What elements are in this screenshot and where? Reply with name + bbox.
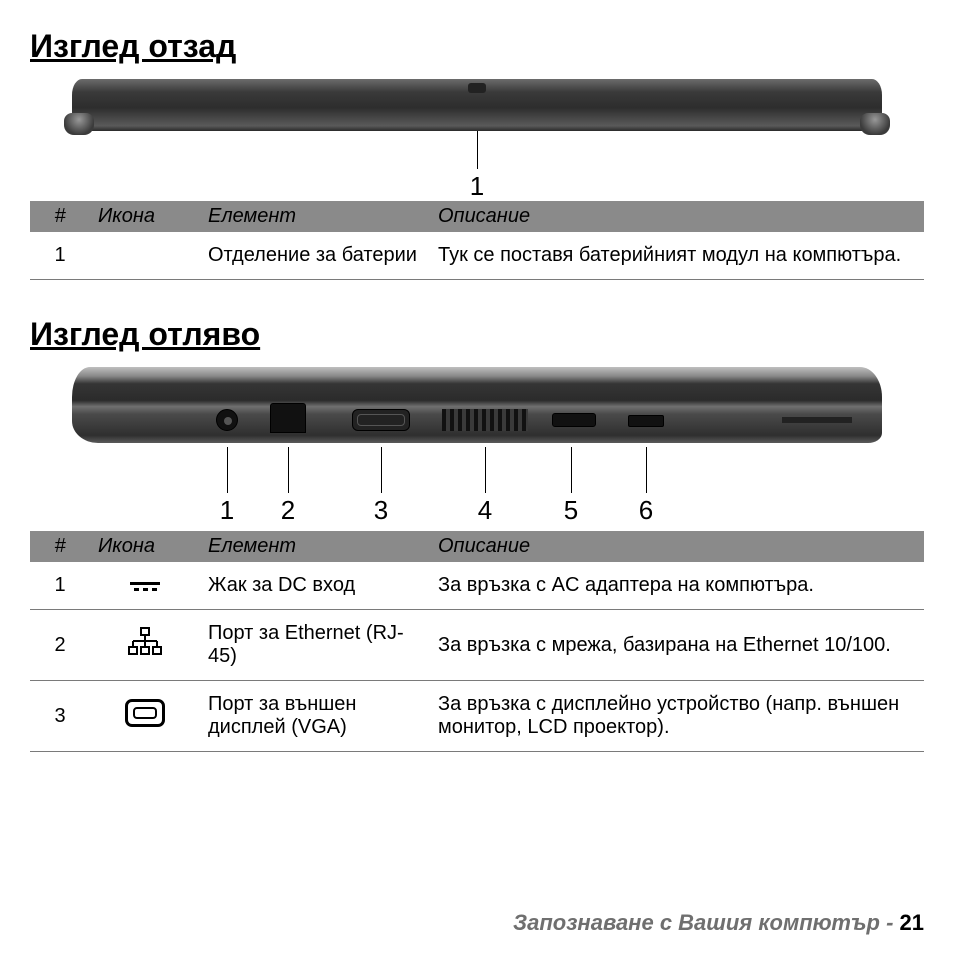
cell-icon (90, 562, 200, 610)
page-footer: Запознаване с Вашия компютър - 21 (513, 910, 924, 936)
rear-device-illustration (72, 79, 882, 131)
left-callout-4: 4 (478, 495, 492, 526)
cell-icon (90, 232, 200, 280)
footer-separator: - (880, 910, 900, 935)
cell-desc: Тук се поставя батерийният модул на комп… (430, 232, 924, 280)
col-header-desc: Описание (430, 201, 924, 232)
left-callout-6: 6 (639, 495, 653, 526)
cell-element: Отделение за батерии (200, 232, 430, 280)
vga-port-icon (352, 409, 410, 431)
dc-input-icon (130, 582, 160, 591)
vent-grille-icon (442, 409, 528, 431)
col-header-element: Елемент (200, 531, 430, 562)
rear-spec-table: # Икона Елемент Описание 1 Отделение за … (30, 201, 924, 280)
vga-monitor-icon (125, 699, 165, 727)
cell-element: Порт за Ethernet (RJ-45) (200, 610, 430, 681)
cell-num: 3 (30, 681, 90, 752)
left-leader-lines: 123456 (72, 447, 882, 517)
table-header-row: # Икона Елемент Описание (30, 201, 924, 232)
left-callout-5: 5 (564, 495, 578, 526)
rear-leader-lines: 1 (72, 131, 882, 171)
cell-element: Порт за външен дисплей (VGA) (200, 681, 430, 752)
cell-element: Жак за DC вход (200, 562, 430, 610)
table-header-row: # Икона Елемент Описание (30, 531, 924, 562)
leader-line (571, 447, 572, 493)
leader-line (485, 447, 486, 493)
table-row: 3 Порт за външен дисплей (VGA) За връзка… (30, 681, 924, 752)
footer-text: Запознаване с Вашия компютър (513, 910, 880, 935)
left-device-illustration (72, 367, 882, 447)
table-row: 2 Порт за Ethernet (RJ-45) За връзка с м… (30, 610, 924, 681)
table-row: 1 Отделение за батерии Тук се поставя ба… (30, 232, 924, 280)
cell-desc: За връзка с дисплейно устройство (напр. … (430, 681, 924, 752)
cell-icon (90, 610, 200, 681)
col-header-element: Елемент (200, 201, 430, 232)
col-header-num: # (30, 531, 90, 562)
col-header-icon: Икона (90, 201, 200, 232)
rear-callout-1: 1 (470, 171, 484, 202)
ethernet-icon (128, 627, 162, 663)
cell-num: 1 (30, 232, 90, 280)
usb-port-icon (628, 415, 664, 427)
rear-view-title: Изглед отзад (30, 28, 924, 65)
left-callout-1: 1 (220, 495, 234, 526)
table-row: 1 Жак за DC вход За връзка с AC адаптера… (30, 562, 924, 610)
hdmi-port-icon (552, 413, 596, 427)
cell-num: 2 (30, 610, 90, 681)
leader-line (646, 447, 647, 493)
page-number: 21 (900, 910, 924, 935)
leader-line (288, 447, 289, 493)
leader-line (227, 447, 228, 493)
left-callout-2: 2 (281, 495, 295, 526)
cell-num: 1 (30, 562, 90, 610)
rj45-port-icon (270, 403, 306, 433)
left-callout-3: 3 (374, 495, 388, 526)
left-spec-table: # Икона Елемент Описание 1 Жак за DC вхо… (30, 531, 924, 752)
leader-line (381, 447, 382, 493)
indicator-slot-icon (782, 417, 852, 423)
left-view-title: Изглед отляво (30, 316, 924, 353)
rear-clasp-icon (468, 83, 486, 93)
cell-icon (90, 681, 200, 752)
cell-desc: За връзка с мрежа, базирана на Ethernet … (430, 610, 924, 681)
dc-jack-icon (216, 409, 238, 431)
col-header-icon: Икона (90, 531, 200, 562)
cell-desc: За връзка с AC адаптера на компютъра. (430, 562, 924, 610)
col-header-desc: Описание (430, 531, 924, 562)
col-header-num: # (30, 201, 90, 232)
